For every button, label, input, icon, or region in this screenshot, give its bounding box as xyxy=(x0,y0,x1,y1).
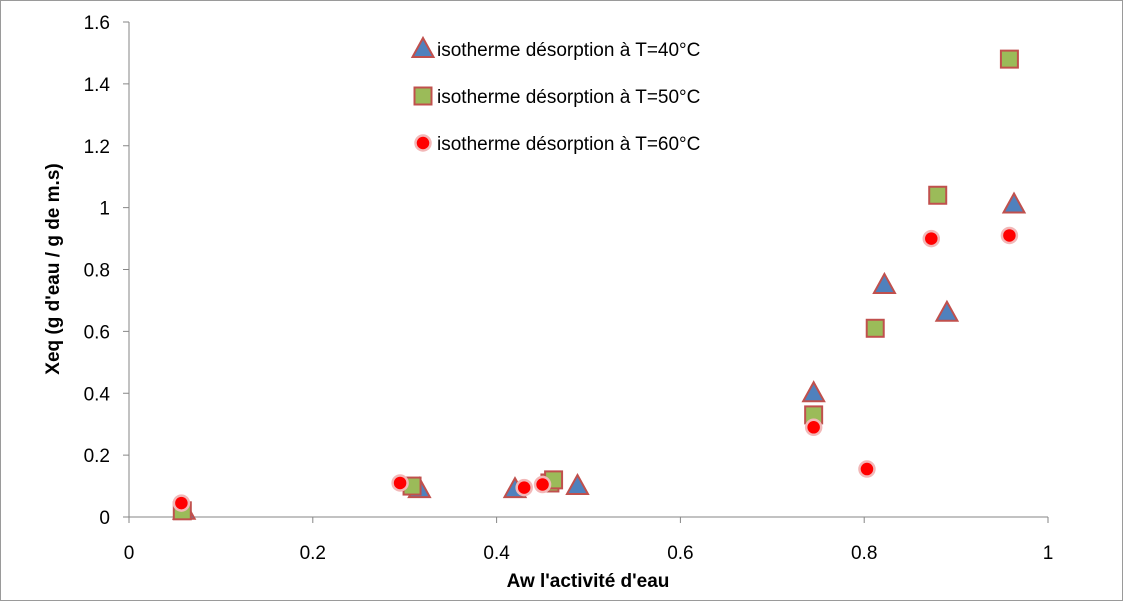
legend-entry: isotherme désorption à T=40°C xyxy=(410,35,700,61)
y-tick-label: 0.2 xyxy=(84,446,110,467)
data-point-triangle xyxy=(801,380,826,403)
y-axis-title: Xeq (g d'eau / g de m.s) xyxy=(43,163,64,374)
legend-marker-square xyxy=(413,86,433,106)
legend-marker-triangle xyxy=(410,35,436,58)
x-tick-label: 0.4 xyxy=(483,543,510,564)
data-point-circle xyxy=(804,418,823,437)
data-point-circle xyxy=(922,229,941,248)
data-point-triangle xyxy=(872,271,897,294)
data-point-triangle xyxy=(565,472,590,496)
data-point-circle xyxy=(515,478,533,497)
data-points xyxy=(171,49,1027,521)
data-point-square xyxy=(999,49,1019,69)
legend: isotherme désorption à T=40°C isotherme d… xyxy=(410,35,700,155)
x-tick-label: 0.2 xyxy=(300,543,326,564)
data-point-circle xyxy=(1000,226,1019,245)
data-point-circle xyxy=(533,475,552,494)
y-tick-label: 1.4 xyxy=(84,75,111,96)
x-tick-label: 1 xyxy=(1043,543,1054,564)
legend-label: isotherme désorption à T=60°C xyxy=(437,134,700,155)
data-point-square xyxy=(928,185,948,205)
x-tick-label: 0.6 xyxy=(667,543,693,564)
x-tick-label: 0.8 xyxy=(851,543,877,564)
legend-entry: isotherme désorption à T=50°C xyxy=(413,86,700,108)
y-tick-label: 0.4 xyxy=(84,384,111,405)
y-tick-label: 1 xyxy=(99,199,110,220)
y-tick-label: 1.2 xyxy=(84,137,110,158)
legend-entry: isotherme désorption à T=60°C xyxy=(414,134,700,155)
y-tick-label: 1.6 xyxy=(84,13,110,34)
y-tick-label: 0.8 xyxy=(84,261,110,282)
legend-label: isotherme désorption à T=40°C xyxy=(437,40,700,61)
series-triangle-points xyxy=(171,191,1027,520)
data-point-triangle xyxy=(1001,191,1027,214)
data-point-circle xyxy=(172,494,191,512)
ticks: 0 0.2 0.4 0.6 0.8 1 0 0.2 0.4 0.6 0.8 1 1.2 1.4 1.6 xyxy=(84,13,1054,564)
legend-label: isotherme désorption à T=50°C xyxy=(437,87,700,108)
series-circle-points xyxy=(172,226,1019,512)
data-point-square xyxy=(865,318,885,338)
y-tick-label: 0 xyxy=(99,508,110,529)
x-tick-label: 0 xyxy=(124,543,135,564)
data-point-circle xyxy=(858,460,876,478)
data-point-triangle xyxy=(934,299,960,322)
legend-marker-circle xyxy=(414,134,432,152)
y-tick-label: 0.6 xyxy=(84,322,110,343)
x-axis-title: Aw l'activité d'eau xyxy=(507,571,670,592)
data-point-circle xyxy=(391,474,409,492)
